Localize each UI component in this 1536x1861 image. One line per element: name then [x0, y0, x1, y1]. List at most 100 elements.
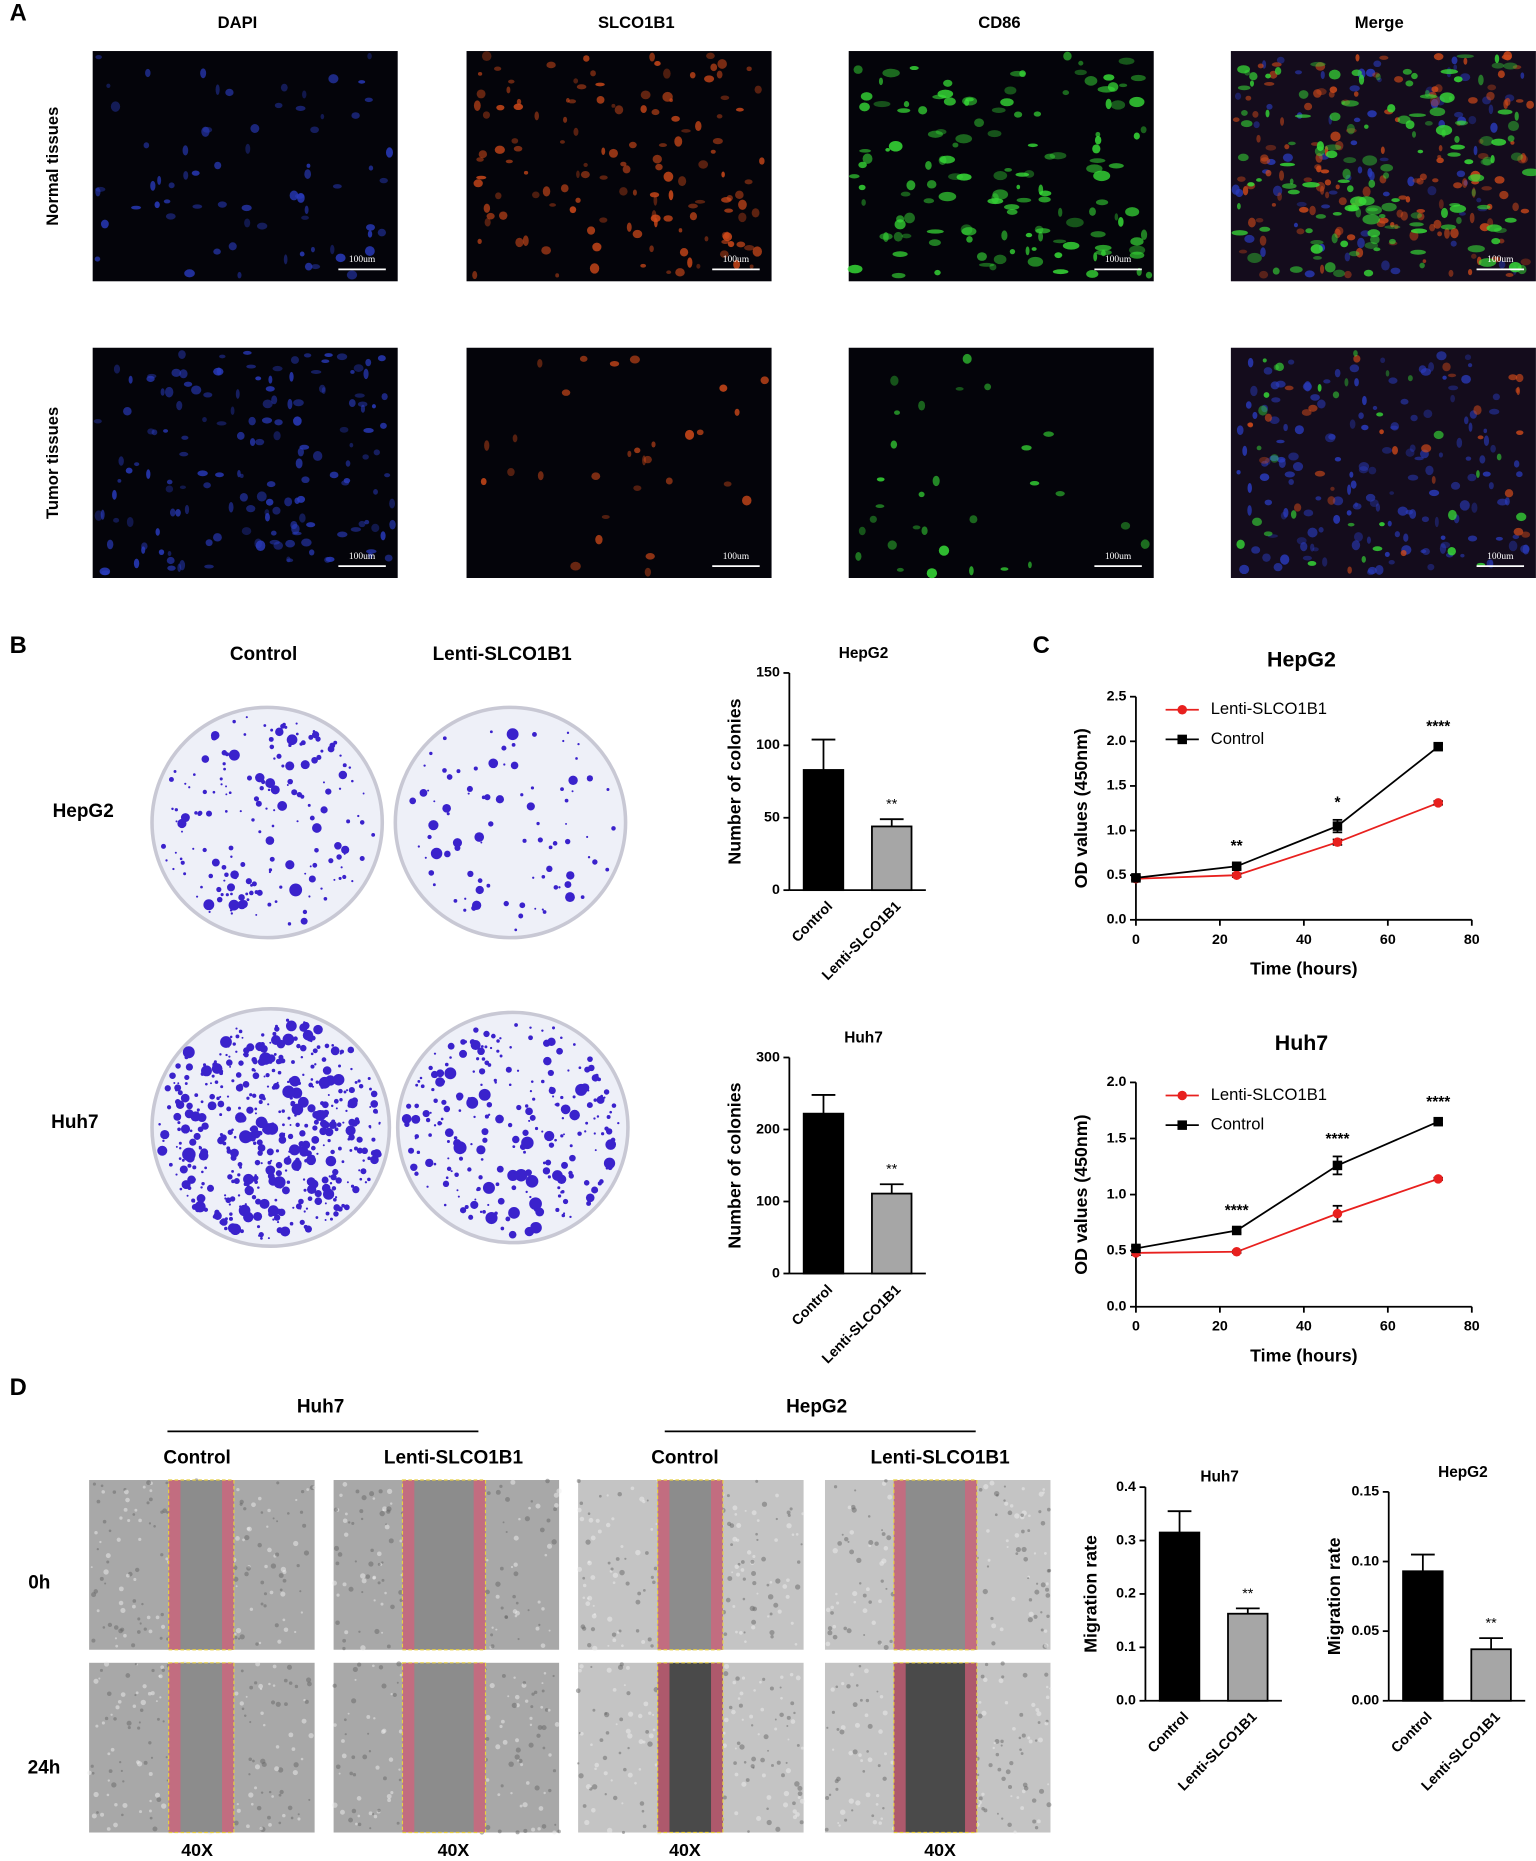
colony [460, 1039, 466, 1045]
cell [228, 242, 237, 251]
speckle [774, 1718, 777, 1721]
cell [1129, 245, 1146, 255]
colony [458, 1109, 462, 1112]
colony [251, 881, 257, 887]
cell [567, 99, 577, 104]
cell [952, 142, 959, 148]
colony [342, 874, 347, 880]
cell [1375, 73, 1381, 81]
speckle [283, 1678, 288, 1683]
cell [1372, 546, 1383, 552]
colony [274, 1198, 278, 1202]
speckle [266, 1525, 269, 1528]
cell [1526, 100, 1534, 109]
speckle [517, 1637, 520, 1641]
column-label: Control [230, 644, 297, 665]
colony [263, 724, 267, 727]
speckle [986, 1529, 990, 1533]
speckle [641, 1639, 646, 1644]
cell [749, 264, 754, 269]
cell [1505, 273, 1514, 277]
cell [230, 406, 235, 416]
cell [1376, 412, 1384, 417]
colony [263, 1075, 266, 1078]
colony [333, 1211, 339, 1217]
speckle [125, 1673, 131, 1678]
cell [1290, 510, 1297, 519]
cell [752, 246, 762, 257]
colony [268, 868, 273, 872]
colony [358, 1169, 361, 1172]
colony [251, 818, 255, 822]
speckle [351, 1698, 357, 1704]
colony [482, 1210, 486, 1214]
colony [227, 1129, 233, 1135]
speckle [751, 1619, 757, 1625]
cell [476, 89, 486, 99]
colony [303, 1210, 306, 1213]
cell [573, 78, 579, 84]
speckle [264, 1564, 268, 1569]
speckle [1044, 1672, 1049, 1677]
cell [1110, 100, 1126, 110]
cell [580, 170, 590, 179]
cell [1381, 260, 1390, 271]
cell [1235, 188, 1244, 198]
colony [495, 1114, 504, 1124]
cell [1471, 187, 1476, 198]
speckle [797, 1796, 801, 1800]
speckle [585, 1601, 591, 1607]
cell [1316, 141, 1325, 152]
speckle [332, 1802, 338, 1808]
colony [335, 1177, 342, 1184]
cell [385, 147, 393, 158]
colony [193, 1200, 196, 1203]
colony [306, 1155, 317, 1166]
cell [904, 212, 915, 224]
speckle [286, 1664, 292, 1670]
speckle [380, 1602, 384, 1606]
speckle [386, 1644, 391, 1649]
cell [389, 498, 396, 509]
speckle [507, 1695, 510, 1698]
colony [364, 1181, 368, 1184]
speckle [1015, 1552, 1019, 1555]
colony [577, 742, 580, 746]
cell [1488, 104, 1494, 115]
speckle [379, 1510, 385, 1517]
cell [1309, 205, 1316, 216]
cell [349, 442, 354, 448]
colony [184, 1074, 190, 1081]
wound-image [576, 1478, 805, 1651]
colony [211, 734, 218, 741]
migration-edge [168, 1480, 181, 1650]
colony [251, 1133, 255, 1137]
magnification-label: 40X [924, 1840, 956, 1860]
colony [443, 1105, 451, 1113]
colony [225, 1197, 232, 1204]
colony [225, 1053, 228, 1057]
colony [552, 1095, 555, 1098]
speckle [792, 1809, 797, 1814]
colony [238, 1106, 241, 1110]
colony [219, 1219, 225, 1225]
cell [1410, 228, 1428, 234]
cell [1240, 120, 1253, 128]
speckle [390, 1791, 394, 1795]
cell [1278, 458, 1286, 469]
colony [175, 1145, 178, 1148]
cell [306, 163, 311, 168]
speckle [789, 1507, 793, 1511]
colony [329, 742, 336, 749]
cell [649, 52, 655, 62]
cell [191, 385, 202, 395]
speckle [338, 1772, 341, 1775]
colony [158, 1123, 161, 1126]
colony [246, 1106, 254, 1114]
speckle [724, 1663, 730, 1669]
cell [1451, 56, 1458, 65]
colony [503, 763, 506, 766]
colony [312, 823, 322, 833]
row-label: Normal tissues [43, 107, 62, 226]
colony [562, 739, 565, 743]
